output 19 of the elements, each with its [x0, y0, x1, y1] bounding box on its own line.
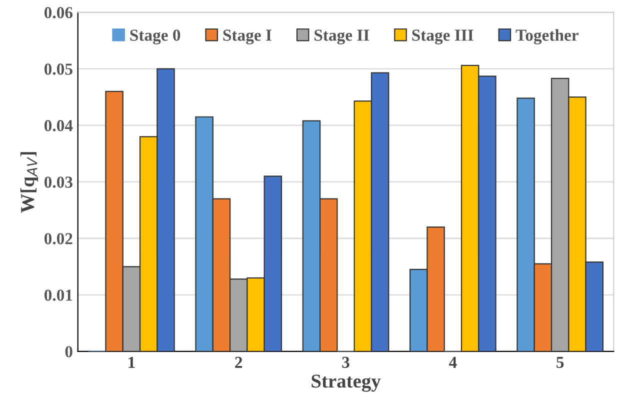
- x-tick-label: 3: [342, 356, 350, 368]
- y-tick-label: 0.06: [44, 7, 73, 18]
- x-tick-label: 1: [128, 356, 135, 368]
- y-tick-label: 0: [65, 346, 72, 358]
- legend-label: Stage I: [223, 30, 272, 44]
- y-tick-label: 0.04: [44, 120, 73, 132]
- x-tick-label: 4: [448, 356, 457, 368]
- y-tick-label: 0.01: [44, 290, 72, 301]
- legend-label: Together: [516, 29, 578, 44]
- legend-label: Stage III: [412, 30, 474, 44]
- x-tick-label: 5: [556, 356, 564, 368]
- y-tick-label: 0.02: [44, 233, 72, 244]
- y-tick-label: 0.05: [44, 64, 72, 75]
- x-axis-title: Strategy: [312, 374, 381, 392]
- y-axis-title: W[q$_{AV}$]: [20, 152, 38, 213]
- y-tick-label: 0.03: [44, 176, 72, 188]
- legend-label: Stage 0: [130, 30, 180, 44]
- legend-label: Stage II: [314, 30, 370, 44]
- x-tick-label: 2: [235, 356, 242, 368]
